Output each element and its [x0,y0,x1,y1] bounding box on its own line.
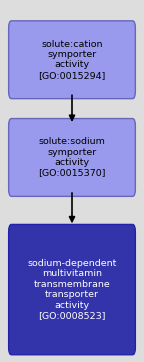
FancyBboxPatch shape [9,224,135,355]
Text: solute:cation
symporter
activity
[GO:0015294]: solute:cation symporter activity [GO:001… [38,39,106,80]
FancyBboxPatch shape [9,119,135,197]
Text: sodium-dependent
multivitamin
transmembrane
transporter
activity
[GO:0008523]: sodium-dependent multivitamin transmembr… [27,259,117,320]
FancyBboxPatch shape [9,21,135,99]
Text: solute:sodium
symporter
activity
[GO:0015370]: solute:sodium symporter activity [GO:001… [38,137,106,178]
